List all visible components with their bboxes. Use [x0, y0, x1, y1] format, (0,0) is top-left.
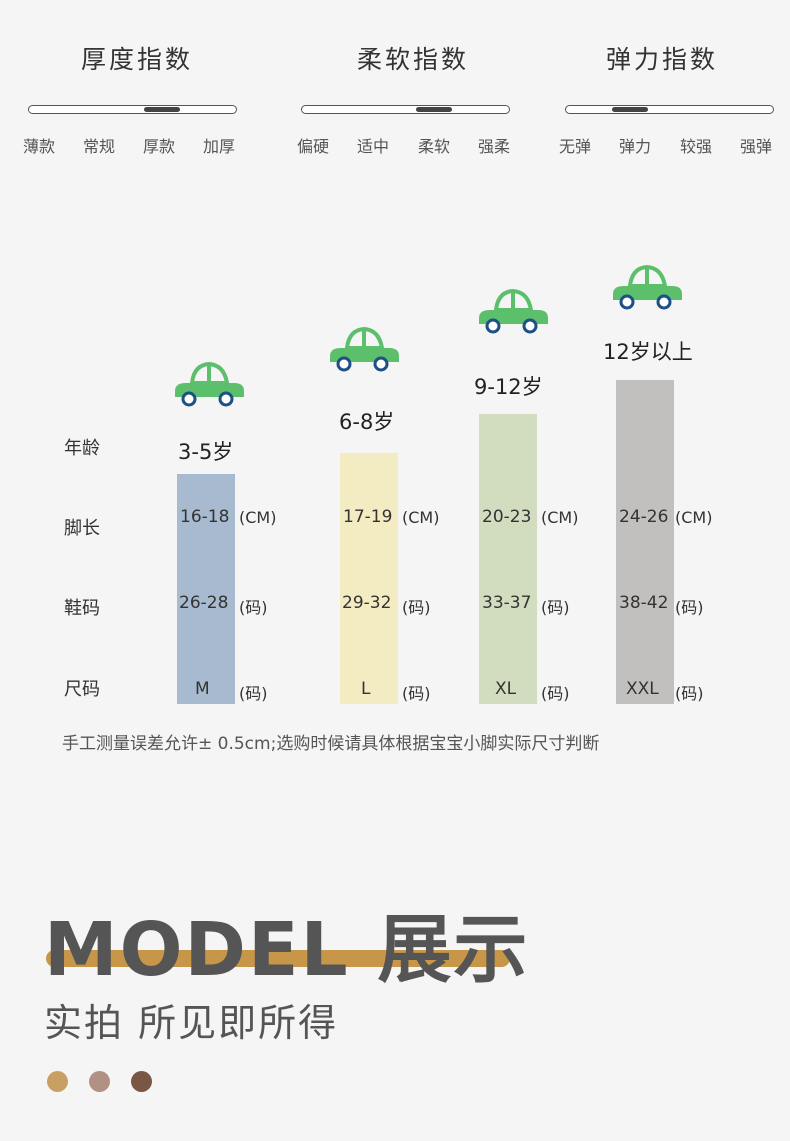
shoe-size-value: 38-42: [619, 593, 669, 613]
unit-ma: (码): [675, 684, 704, 703]
elasticity-title: 弹力指数: [606, 45, 719, 74]
size-bar-m: [177, 474, 235, 704]
unit-ma: (码): [541, 598, 570, 617]
unit-cm: (CM): [541, 508, 579, 527]
car-icon: [175, 361, 244, 407]
foot-length-value: 20-23: [482, 507, 532, 527]
level-label: 加厚: [203, 137, 236, 156]
level-label: 强柔: [478, 137, 511, 156]
shoe-size-value: 29-32: [342, 593, 392, 613]
age-label: 12岁以上: [603, 340, 693, 364]
model-subtitle: 实拍 所见即所得: [44, 1001, 339, 1045]
softness-title: 柔软指数: [357, 45, 470, 74]
thickness-thumb: [144, 107, 180, 112]
unit-ma: (码): [402, 684, 431, 703]
softness-thumb: [416, 107, 452, 112]
thickness-slider: [28, 105, 237, 114]
foot-length-value: 24-26: [619, 507, 669, 527]
color-swatch: [89, 1071, 110, 1092]
model-title-underline: [46, 950, 510, 967]
unit-ma: (码): [675, 598, 704, 617]
size-value: M: [195, 679, 210, 699]
car-icon: [330, 326, 399, 372]
age-label: 9-12岁: [474, 375, 543, 399]
level-label: 常规: [83, 137, 116, 156]
row-label-age: 年龄: [64, 438, 100, 459]
unit-cm: (CM): [675, 508, 713, 527]
shoe-size-value: 26-28: [179, 593, 229, 613]
measurement-note: 手工测量误差允许± 0.5cm;选购时候请具体根据宝宝小脚实际尺寸判断: [62, 734, 600, 754]
level-label: 强弹: [740, 137, 773, 156]
age-label: 6-8岁: [339, 410, 395, 434]
foot-length-value: 17-19: [343, 507, 393, 527]
shoe-size-value: 33-37: [482, 593, 532, 613]
level-label: 弹力: [619, 137, 652, 156]
row-label-size: 尺码: [64, 679, 100, 700]
unit-ma: (码): [402, 598, 431, 617]
unit-ma: (码): [239, 598, 268, 617]
size-value: XL: [495, 679, 517, 699]
size-bar-xl: [479, 414, 537, 704]
thickness-title: 厚度指数: [81, 45, 194, 74]
size-value: XXL: [626, 679, 659, 699]
level-label: 无弹: [559, 137, 592, 156]
model-title: MODEL 展示: [44, 907, 530, 993]
row-label-foot-length: 脚长: [64, 518, 100, 539]
foot-length-value: 16-18: [180, 507, 230, 527]
car-icon: [613, 264, 682, 310]
color-swatch: [47, 1071, 68, 1092]
row-label-shoe-size: 鞋码: [64, 598, 100, 619]
unit-cm: (CM): [239, 508, 277, 527]
color-swatch: [131, 1071, 152, 1092]
size-bar-xxl: [616, 380, 674, 704]
level-label: 薄款: [23, 137, 56, 156]
elasticity-slider: [565, 105, 774, 114]
unit-cm: (CM): [402, 508, 440, 527]
car-icon: [479, 288, 548, 334]
elasticity-thumb: [612, 107, 648, 112]
unit-ma: (码): [541, 684, 570, 703]
age-label: 3-5岁: [178, 440, 234, 464]
level-label: 偏硬: [297, 137, 330, 156]
size-value: L: [361, 679, 371, 699]
level-label: 厚款: [143, 137, 176, 156]
softness-slider: [301, 105, 510, 114]
size-bar-l: [340, 453, 398, 704]
level-label: 适中: [357, 137, 390, 156]
level-label: 较强: [680, 137, 713, 156]
level-label: 柔软: [418, 137, 451, 156]
unit-ma: (码): [239, 684, 268, 703]
